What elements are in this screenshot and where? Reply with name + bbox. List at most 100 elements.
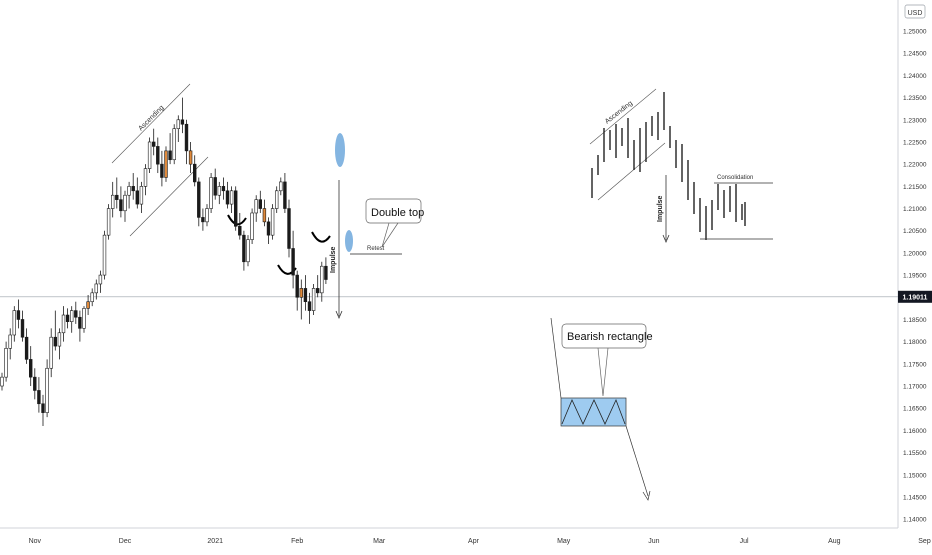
impulse-arrowhead-left [335, 310, 343, 320]
candle [111, 181, 115, 218]
candle [147, 137, 152, 174]
time-tick-label: Mar [373, 538, 386, 545]
candle [283, 173, 287, 213]
candle [217, 181, 221, 205]
candle-body [57, 332, 62, 347]
candle-body [65, 314, 70, 322]
candle-body [250, 212, 254, 240]
price-tick-label: 1.23500 [903, 95, 927, 102]
candle-body [225, 190, 230, 205]
candle-body [156, 146, 160, 165]
candle-body [131, 186, 135, 192]
price-tick-label: 1.18000 [903, 339, 927, 346]
candle-body [74, 310, 78, 318]
ascending-label-left: Ascending [137, 104, 165, 132]
time-tick-label: Apr [468, 538, 480, 545]
candle [98, 270, 103, 293]
time-tick-label: 2021 [207, 538, 223, 545]
price-tick-label: 1.21000 [903, 206, 927, 213]
candle-body [234, 190, 238, 227]
candle-body [28, 359, 33, 378]
candle [143, 164, 148, 196]
candle-body [70, 310, 74, 322]
candle [266, 217, 271, 245]
currency-badge[interactable] [904, 4, 926, 19]
double-top-callout-pointer [381, 222, 399, 248]
candle-body [287, 208, 291, 249]
candle-body [82, 308, 86, 329]
candle [53, 310, 58, 351]
candle [119, 186, 123, 218]
bearish-arrowhead [642, 490, 651, 501]
candle-body [307, 301, 312, 311]
candle-body [127, 186, 131, 196]
candle [12, 306, 16, 342]
candle [90, 288, 94, 307]
candle [164, 146, 168, 182]
candle [8, 328, 12, 360]
candle-body [311, 288, 316, 311]
candle [172, 124, 176, 165]
price-tick-label: 1.15500 [903, 450, 927, 457]
time-tick-label: Aug [828, 538, 841, 545]
candle [115, 177, 119, 209]
candle-body [258, 199, 262, 209]
candle-body [201, 217, 205, 223]
candle-body [315, 288, 320, 294]
time-tick-label: Nov [29, 538, 42, 545]
candle [94, 279, 99, 300]
candle [156, 137, 160, 174]
candle-body [111, 194, 115, 209]
candle-body [61, 314, 66, 334]
impulse-arrowhead-right [662, 234, 670, 244]
candle [65, 308, 70, 329]
candle-body [172, 128, 176, 161]
candle [307, 292, 312, 324]
candle [78, 310, 82, 342]
candle [320, 261, 324, 302]
price-tick-label: 1.17500 [903, 361, 927, 368]
candle-body [270, 208, 275, 236]
price-tick-label: 1.22000 [903, 162, 927, 169]
candle-body [90, 292, 94, 303]
candle [123, 190, 127, 222]
bearish-rectangle-zigzag [561, 398, 626, 425]
candle [135, 177, 139, 209]
candles-layer [0, 97, 328, 426]
candle [311, 283, 316, 316]
price-tick-label: 1.20500 [903, 228, 927, 235]
time-axis-ticks: Nov Dec 2021 Feb Mar Apr May Jun Jul Aug Sep [29, 538, 931, 545]
candle [184, 119, 189, 165]
candle [176, 115, 180, 142]
consolidation-label: Consolidation [717, 175, 753, 181]
candle [295, 270, 299, 311]
price-tick-label: 1.15000 [903, 472, 927, 479]
candle-body [8, 334, 12, 349]
candle [168, 133, 172, 165]
candle-body [53, 336, 58, 347]
schematic-price-bars [591, 92, 746, 240]
candle-body [41, 403, 45, 413]
impulse-label-left: Impulse [330, 246, 337, 273]
candle-body [115, 194, 119, 200]
ascending-label-right: Ascending [604, 100, 634, 126]
price-tick-label: 1.17000 [903, 384, 927, 391]
last-price-label: 1.19011 [903, 294, 928, 301]
time-tick-label: Jun [648, 538, 659, 545]
candle [37, 377, 41, 413]
candle-body [184, 123, 189, 152]
candle [279, 177, 283, 196]
candle [41, 394, 45, 426]
candle-body [98, 274, 103, 285]
candle [180, 97, 185, 134]
candle [287, 199, 291, 258]
candle-body [119, 199, 123, 212]
price-tick-label: 1.21500 [903, 184, 927, 191]
last-price-badge [898, 290, 932, 303]
price-tick-label: 1.14000 [903, 517, 927, 524]
price-tick-label: 1.22500 [903, 139, 927, 146]
price-tick-label: 1.23000 [903, 117, 927, 124]
candle [188, 141, 193, 174]
